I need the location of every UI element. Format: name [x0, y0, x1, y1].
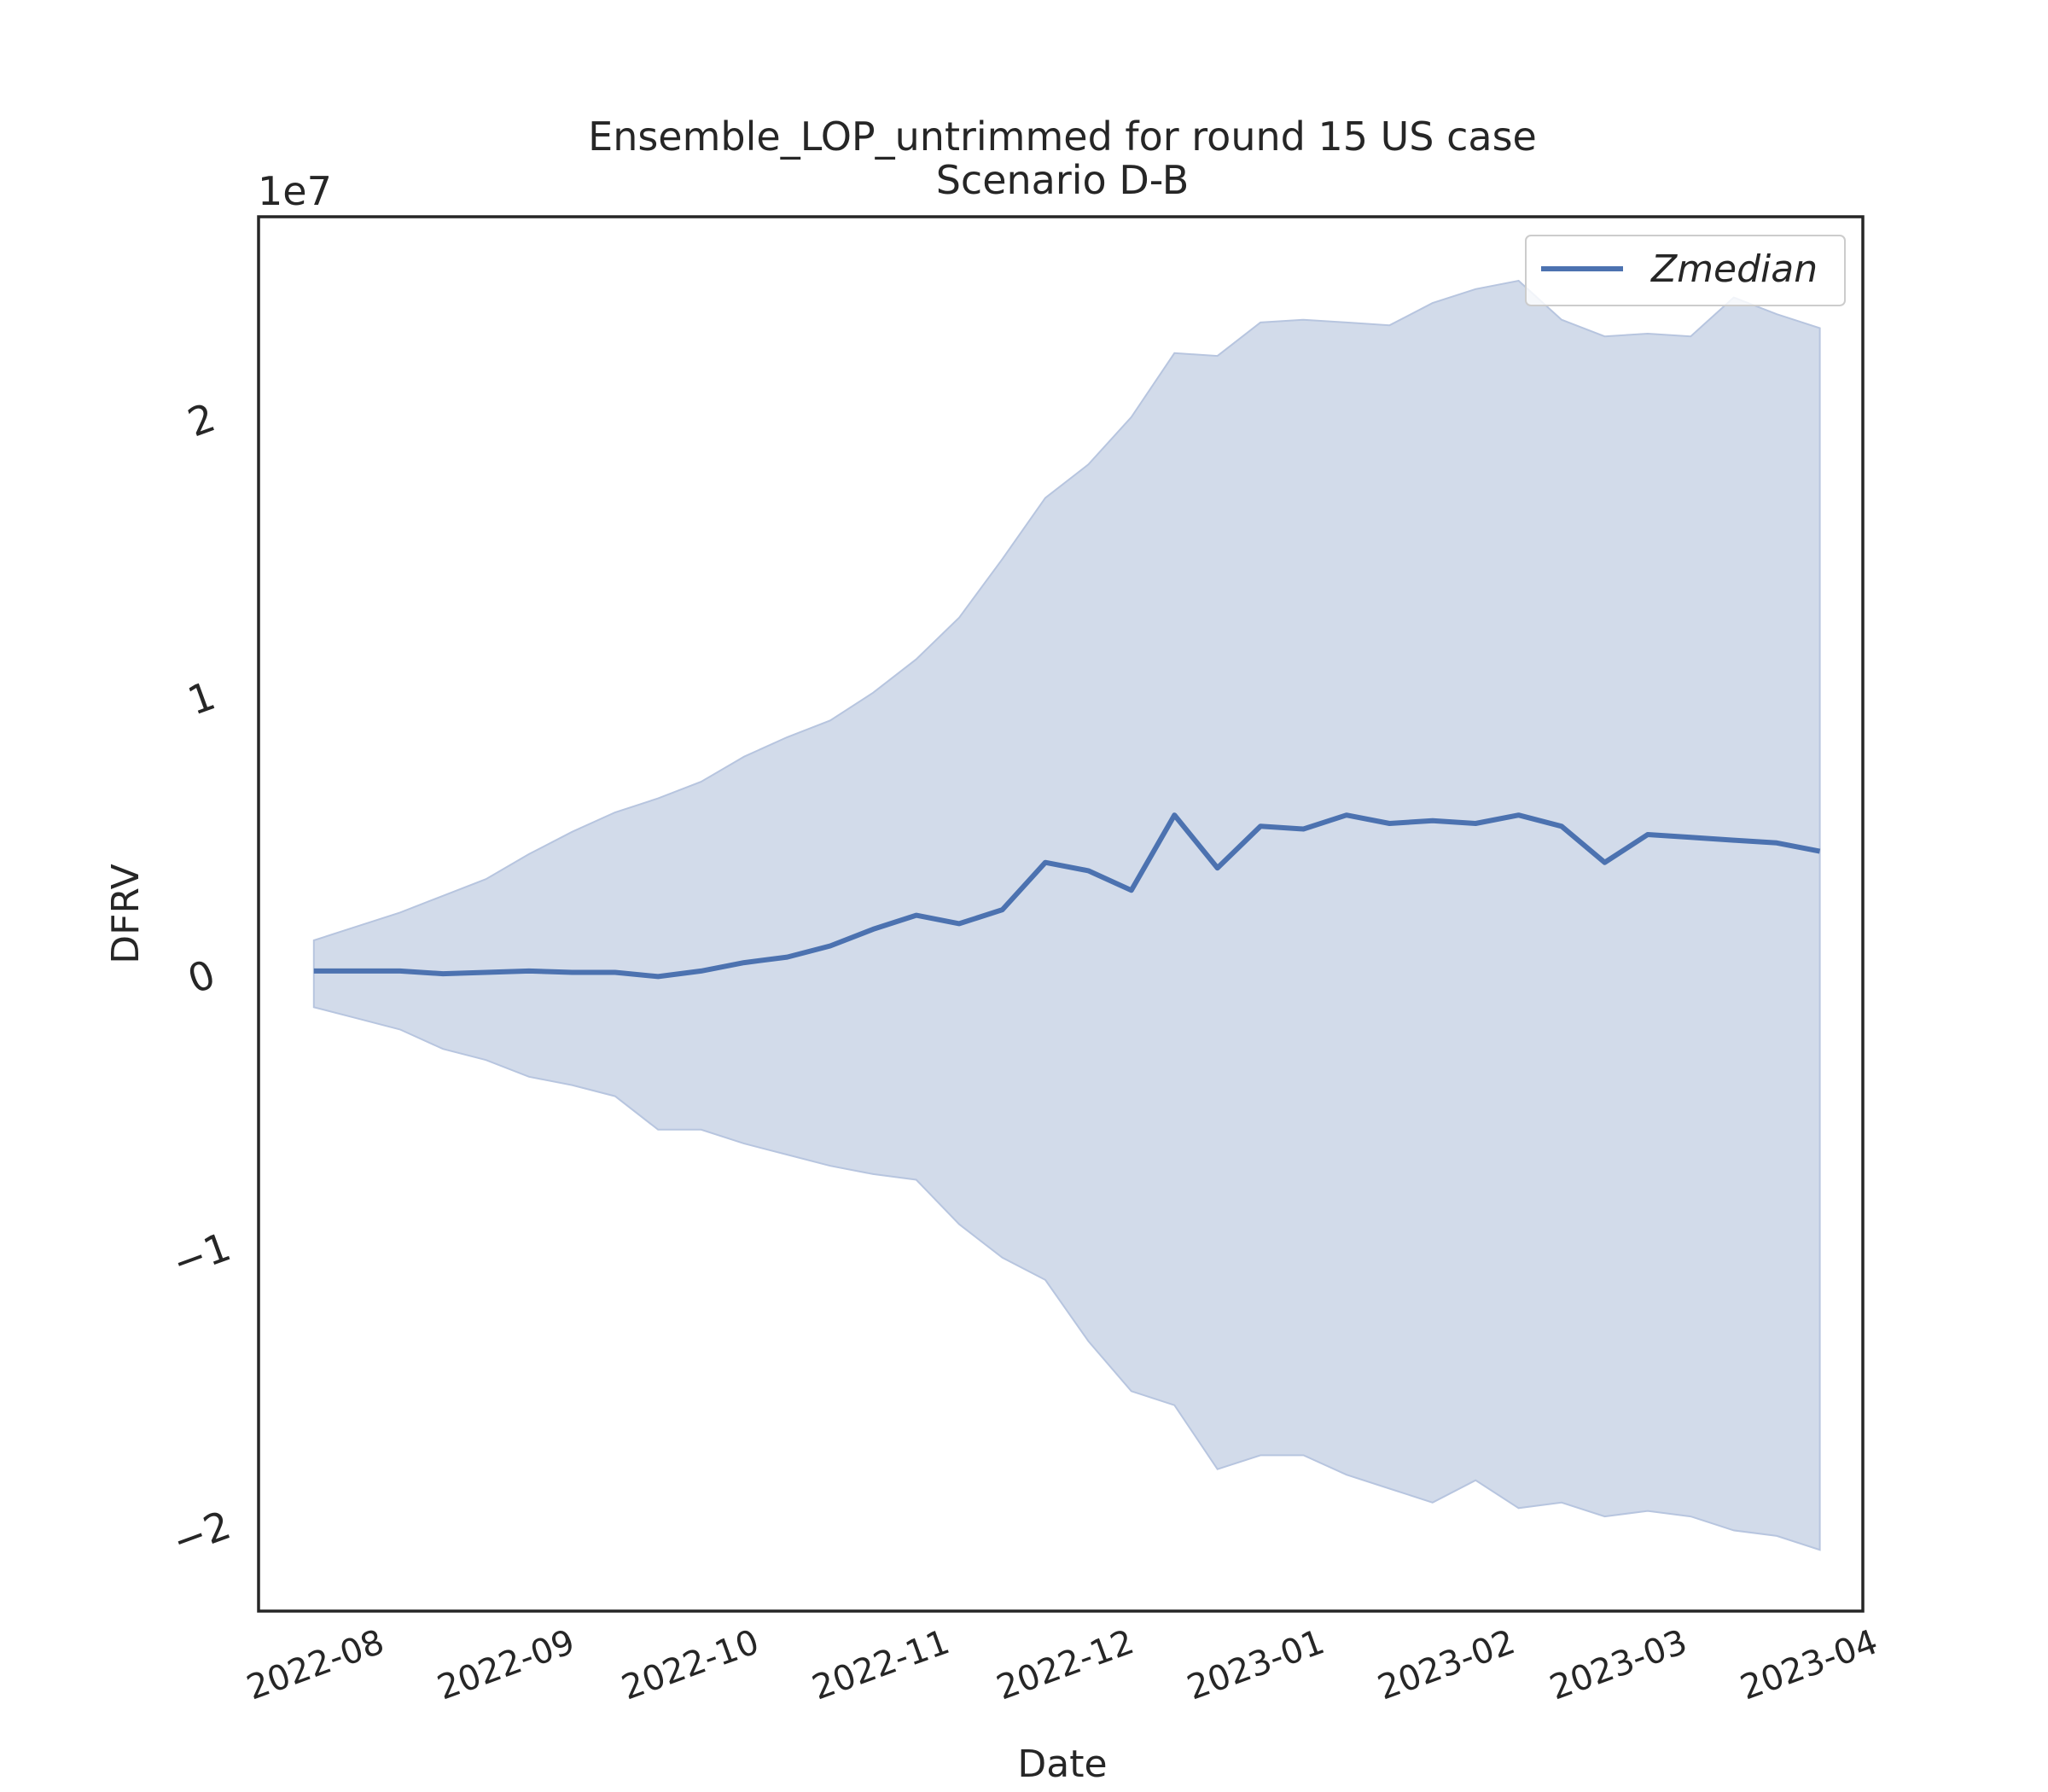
- y-offset-label: 1e7: [258, 168, 332, 214]
- legend[interactable]: Zmedian: [1525, 235, 1846, 306]
- series-line-zmedian: [313, 812, 1821, 980]
- y-axis-ticks: −2 −1 0 1 2: [166, 394, 236, 1565]
- legend-box: [1525, 235, 1846, 306]
- x-tick-label: 2022-12: [992, 1622, 1139, 1708]
- x-tick-label: 2022-11: [807, 1622, 955, 1708]
- x-tick-label: 2023-02: [1373, 1622, 1521, 1708]
- chart-title: Ensemble_LOP_untrimmed for round 15 US c…: [588, 113, 1537, 160]
- x-tick-label: 2022-08: [241, 1622, 389, 1708]
- x-tick-label: 2022-10: [617, 1622, 765, 1708]
- y-tick-label: 1: [182, 672, 221, 724]
- x-axis-ticks: 2022-08 2022-09 2022-10 2022-11 2022-12 2023-…: [241, 1622, 1882, 1708]
- x-tick-label: 2023-01: [1182, 1622, 1329, 1708]
- y-tick-label: −1: [166, 1224, 236, 1287]
- chart-subtitle: Scenario D-B: [936, 157, 1190, 203]
- uncertainty-band: [312, 279, 1821, 1551]
- x-axis-label: Date: [1017, 1743, 1107, 1786]
- legend-label-zmedian: Zmedian: [1650, 247, 1818, 291]
- x-tick-label: 2022-09: [433, 1622, 580, 1708]
- x-tick-label: 2023-03: [1545, 1622, 1692, 1708]
- y-tick-label: 0: [182, 951, 221, 1003]
- plot-area: [312, 279, 1821, 1551]
- x-tick-label: 2023-04: [1736, 1622, 1883, 1708]
- y-axis-label: DFRV: [104, 864, 148, 963]
- plot-frame: [257, 215, 1865, 1613]
- y-tick-label: −2: [166, 1502, 236, 1565]
- y-tick-label: 2: [182, 394, 221, 446]
